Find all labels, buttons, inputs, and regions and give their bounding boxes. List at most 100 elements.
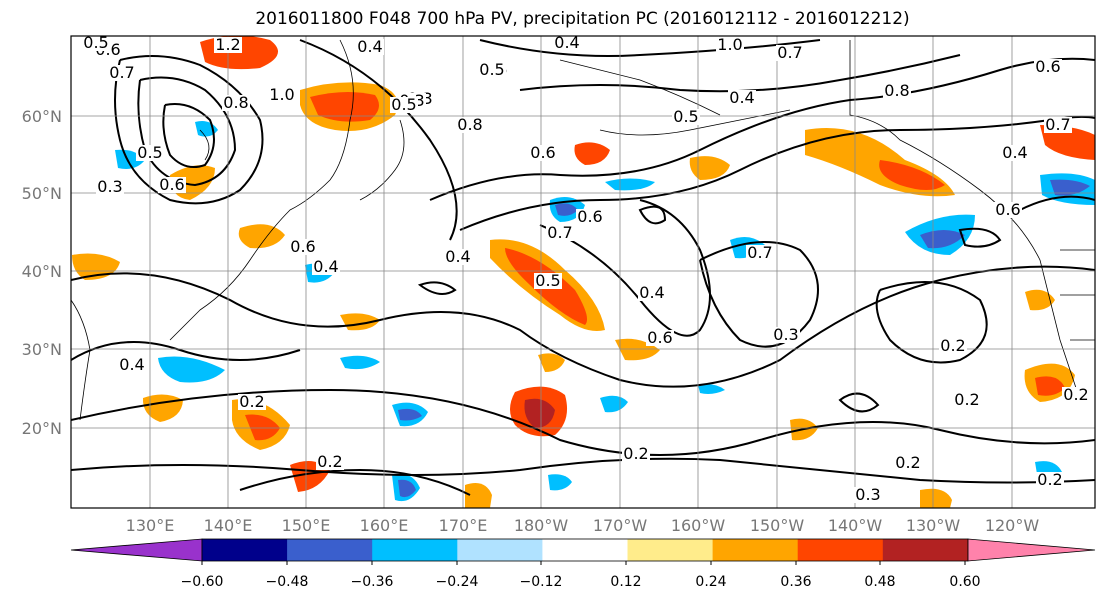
colorbar-tick-label: 0.24 xyxy=(695,574,726,590)
contour-label-bg xyxy=(316,454,344,470)
colorbar-segment xyxy=(797,539,884,561)
contour-label: 0.2 xyxy=(895,453,920,472)
contour-label: 0.6 xyxy=(530,143,555,162)
contour-label: 0.4 xyxy=(1002,143,1027,162)
contour-label: 0.2 xyxy=(623,444,648,463)
contour-label-bg xyxy=(883,83,911,99)
contour-label-bg xyxy=(158,177,186,193)
contour-label-bg xyxy=(672,109,700,125)
contour-label-bg xyxy=(390,97,418,113)
contour-label-bg xyxy=(576,209,604,225)
contour-label-bg xyxy=(622,446,650,462)
contour-label: 0.6 xyxy=(647,328,672,347)
contour-label: 0.5 xyxy=(83,33,108,52)
contour-label-bg xyxy=(1034,59,1062,75)
contour-label: 0.6 xyxy=(1035,57,1060,76)
colorbar-segment xyxy=(542,539,628,561)
contour-label-bg xyxy=(953,392,981,408)
contour-label: 0.8 xyxy=(223,93,248,112)
contour-label-bg xyxy=(1062,387,1090,403)
contour-label-bg xyxy=(553,36,581,51)
contour-labels: 1.20.60.70.50.81.00.40.50.30.60.40.50.80… xyxy=(82,33,1090,504)
contour-label: 0.7 xyxy=(1045,115,1070,134)
contour-label-bg xyxy=(82,36,110,51)
colorbar-segment xyxy=(712,539,799,561)
contour-label-bg xyxy=(136,145,164,161)
contour-label-bg xyxy=(1044,117,1072,133)
colorbar-frame xyxy=(201,538,969,562)
contour-label-bg xyxy=(312,259,340,275)
latitude-label: 60°N xyxy=(22,107,62,126)
contour-label-bg xyxy=(994,202,1022,218)
contour-label: 0.5 xyxy=(479,60,504,79)
contour-label: 0.2 xyxy=(317,452,342,471)
contour-label-bg xyxy=(534,273,562,289)
contour-label: 0.8 xyxy=(884,81,909,100)
latitude-label: 30°N xyxy=(22,340,62,359)
latitude-label: 50°N xyxy=(22,184,62,203)
contour-label-bg xyxy=(96,179,124,195)
contour-label-bg xyxy=(238,394,266,410)
latitude-label: 20°N xyxy=(22,419,62,438)
contour-label: 0.2 xyxy=(1063,385,1088,404)
contour-label-bg xyxy=(222,95,250,111)
contour-label: 0.3 xyxy=(97,177,122,196)
contour-label-bg xyxy=(1036,472,1064,488)
gridlines xyxy=(71,36,1095,508)
longitude-label: 150°E xyxy=(282,516,331,535)
longitude-label: 170°E xyxy=(439,516,488,535)
contour-label: 0.8 xyxy=(457,115,482,134)
colorbar-segment xyxy=(372,539,458,561)
contour-label-bg xyxy=(746,245,774,261)
contour-label: 0.7 xyxy=(777,43,802,62)
contour-label: 0.4 xyxy=(313,257,338,276)
colorbar-segment xyxy=(202,539,288,561)
contour-label: 0.4 xyxy=(357,37,382,56)
contour-label-bg xyxy=(716,37,744,53)
contour-label: 0.6 xyxy=(995,200,1020,219)
longitude-label: 180°W xyxy=(514,516,569,535)
contour-label-bg xyxy=(894,455,922,471)
contour-label-bg xyxy=(854,487,882,503)
contour-label: 0.2 xyxy=(239,392,264,411)
contour-label: 0.5 xyxy=(137,143,162,162)
longitude-label: 130°W xyxy=(906,516,961,535)
colorbar-tick-label: 0.12 xyxy=(610,574,641,590)
contour-label: 0.5 xyxy=(391,95,416,114)
chart-title: 2016011800 F048 700 hPa PV, precipitatio… xyxy=(255,9,910,29)
colorbar-segment xyxy=(882,539,969,561)
contour-label: 0.2 xyxy=(1037,470,1062,489)
contour-label-bg xyxy=(289,239,317,255)
contour-label-bg xyxy=(728,90,756,106)
colorbar-tick-label: 0.60 xyxy=(949,574,980,590)
latitude-labels: 60°N 50°N 40°N 30°N 20°N xyxy=(22,107,62,438)
contour-label-bg xyxy=(444,249,472,265)
contour-label-bg xyxy=(646,330,674,346)
contour-label: 0.6 xyxy=(159,175,184,194)
contour-label-bg xyxy=(776,45,804,61)
contour-label-bg xyxy=(268,87,296,103)
colorbar-tick-label: 0.48 xyxy=(864,574,895,590)
colorbar-segment xyxy=(287,539,373,561)
longitude-label: 160°E xyxy=(360,516,409,535)
contour-label: 1.0 xyxy=(717,35,742,54)
contour-label: 0.2 xyxy=(940,336,965,355)
colorbar-tick-label: −0.48 xyxy=(266,574,309,590)
contour-label: 0.7 xyxy=(747,243,772,262)
contour-label: 0.4 xyxy=(445,247,470,266)
colorbar-extend-max xyxy=(967,538,1096,562)
contour-label-bg xyxy=(456,117,484,133)
contour-label: 0.4 xyxy=(119,355,144,374)
contour-label-bg xyxy=(772,327,800,343)
contour-label: 0.6 xyxy=(290,237,315,256)
contour-label-bg xyxy=(478,62,506,78)
contour-label-bg xyxy=(118,357,146,373)
contour-label-bg xyxy=(939,338,967,354)
contour-label: 1.2 xyxy=(215,35,240,54)
longitude-label: 130°E xyxy=(126,516,175,535)
contour-label: 0.3 xyxy=(855,485,880,504)
longitude-label: 160°W xyxy=(671,516,726,535)
contour-label: 0.5 xyxy=(535,271,560,290)
colorbar-extend-min xyxy=(70,538,203,562)
